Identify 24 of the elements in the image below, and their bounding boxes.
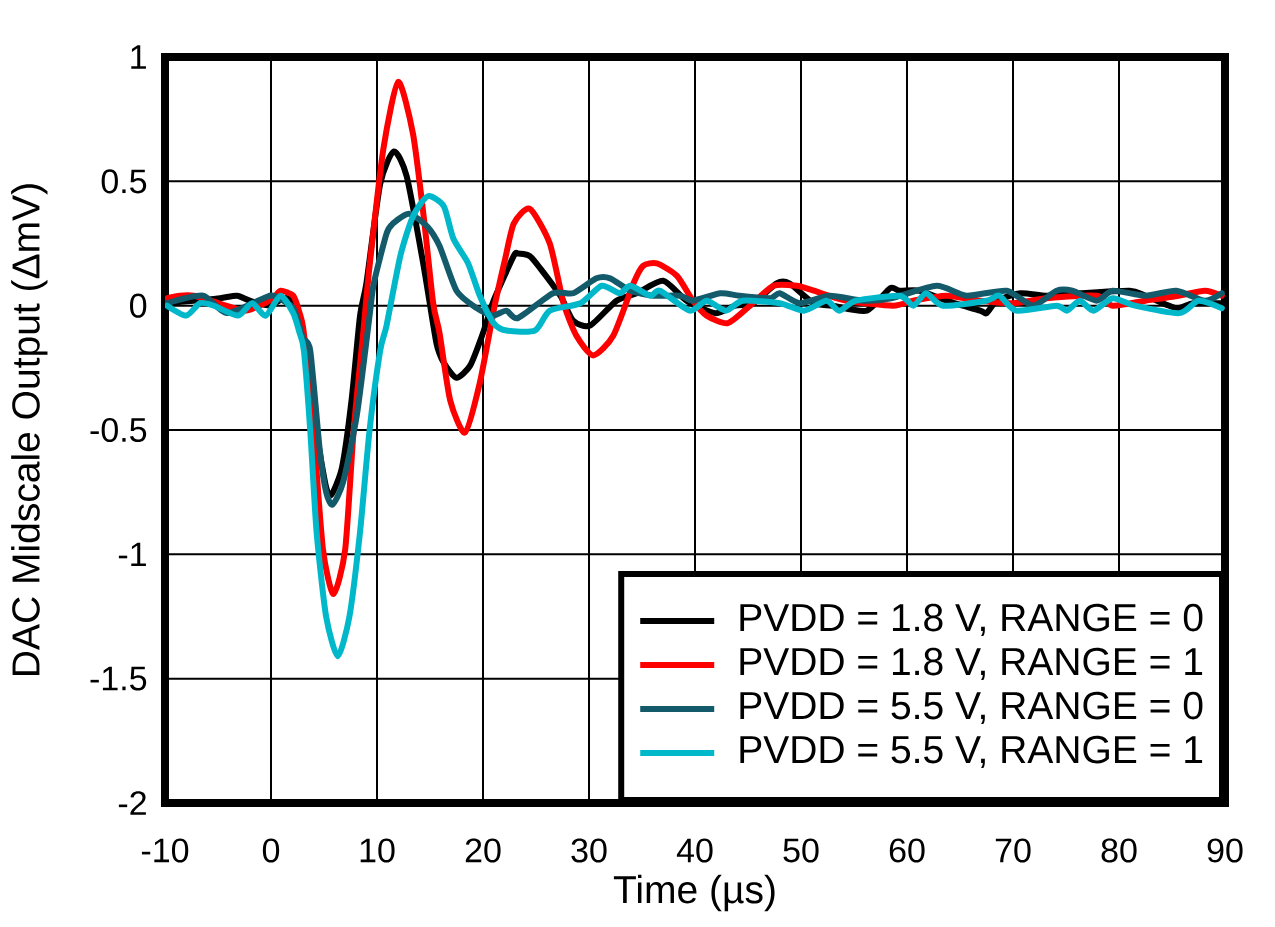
y-tick-label: -1	[118, 542, 146, 567]
x-tick-label: 10	[360, 838, 395, 863]
y-tick-label: -0.5	[90, 417, 147, 443]
x-tick-label: 30	[571, 838, 607, 863]
legend-label: PVDD = 1.8 V, RANGE = 1	[740, 647, 1203, 680]
x-tick-label: 40	[676, 838, 713, 863]
x-tick-label: 0	[262, 838, 280, 863]
y-tick-label: 0	[130, 293, 147, 318]
legend-label: PVDD = 5.5 V, RANGE = 1	[740, 735, 1203, 768]
x-axis-title: Time (µs)	[613, 874, 775, 912]
y-tick-label: -2	[118, 791, 146, 815]
x-tick-label: 60	[889, 838, 925, 863]
y-tick-label: 0.5	[101, 169, 147, 194]
x-tick-label: 70	[995, 838, 1031, 863]
legend-label: PVDD = 1.8 V, RANGE = 0	[740, 603, 1203, 636]
legend-label: PVDD = 5.5 V, RANGE = 0	[740, 691, 1203, 724]
y-axis-title: DAC Midscale Output (ΔmV)	[11, 184, 48, 675]
x-tick-label: 80	[1101, 838, 1137, 863]
x-tick-label: 90	[1207, 838, 1243, 863]
x-tick-label: 20	[465, 838, 501, 863]
y-tick-label: 1	[131, 45, 146, 69]
y-tick-label: -1.5	[90, 666, 147, 691]
x-tick-label: 50	[783, 838, 819, 863]
x-tick-label: -10	[141, 838, 189, 863]
